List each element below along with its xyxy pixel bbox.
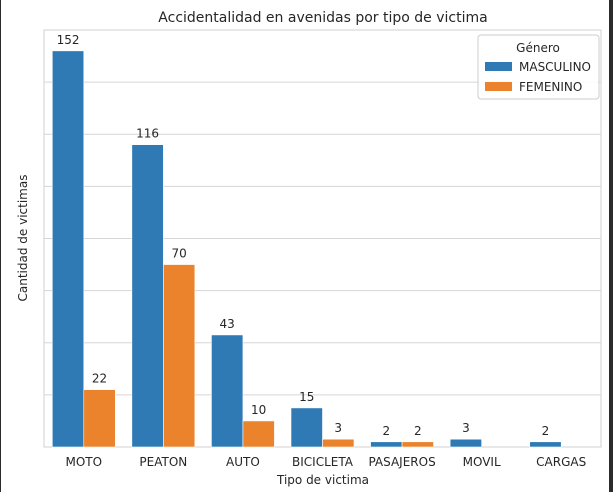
bar-movil-masculino [449,438,482,448]
legend-label-masculino: MASCULINO [519,60,591,74]
data-label-movil-masculino: 3 [462,421,470,435]
data-label-pasajeros-femenino: 2 [414,424,422,438]
legend-label-femenino: FEMENINO [519,80,582,94]
bar-peaton-femenino [163,264,196,448]
bar-bicicleta-masculino [290,407,323,448]
y-axis-title: Cantidad de victimas [16,175,30,302]
legend-swatch-masculino [485,62,512,71]
legend-swatch-femenino [485,82,512,91]
data-label-moto-femenino: 22 [92,372,107,386]
data-label-pasajeros-masculino: 2 [383,424,391,438]
data-label-peaton-femenino: 70 [171,247,186,261]
data-label-bicicleta-femenino: 3 [334,421,342,435]
data-label-cargas-masculino: 2 [542,424,550,438]
data-label-auto-femenino: 10 [251,403,266,417]
bar-auto-masculino [211,334,244,448]
bar-moto-masculino [51,50,85,448]
bar-cargas-masculino [529,441,562,448]
x-tick-label-moto: MOTO [65,455,102,469]
data-label-peaton-masculino: 116 [136,127,159,141]
x-tick-label-auto: AUTO [226,455,260,469]
x-tick-labels: MOTO PEATON AUTO BICICLETA PASAJEROS MOVIL CAR… [65,455,586,469]
legend-title: Género [516,41,560,55]
legend: Género MASCULINO FEMENINO [477,34,600,100]
x-axis-title: Tipo de victima [276,473,369,487]
bar-bicicleta-femenino [322,438,355,448]
x-tick-label-movil: MOVIL [463,455,501,469]
bar-peaton-masculino [131,144,164,448]
chart-title: Accidentalidad en avenidas por tipo de v… [158,10,487,26]
bar-pasajeros-masculino [370,441,403,448]
bar-auto-femenino [242,420,275,448]
bar-moto-femenino [83,389,116,448]
x-tick-label-bicicleta: BICICLETA [292,455,354,469]
x-tick-label-pasajeros: PASAJEROS [368,455,435,469]
bars [51,50,562,448]
data-label-moto-masculino: 152 [57,33,80,47]
data-label-auto-masculino: 43 [220,317,235,331]
x-tick-label-peaton: PEATON [139,455,187,469]
bar-pasajeros-femenino [401,441,434,448]
data-label-bicicleta-masculino: 15 [299,390,314,404]
x-tick-label-cargas: CARGAS [536,455,586,469]
